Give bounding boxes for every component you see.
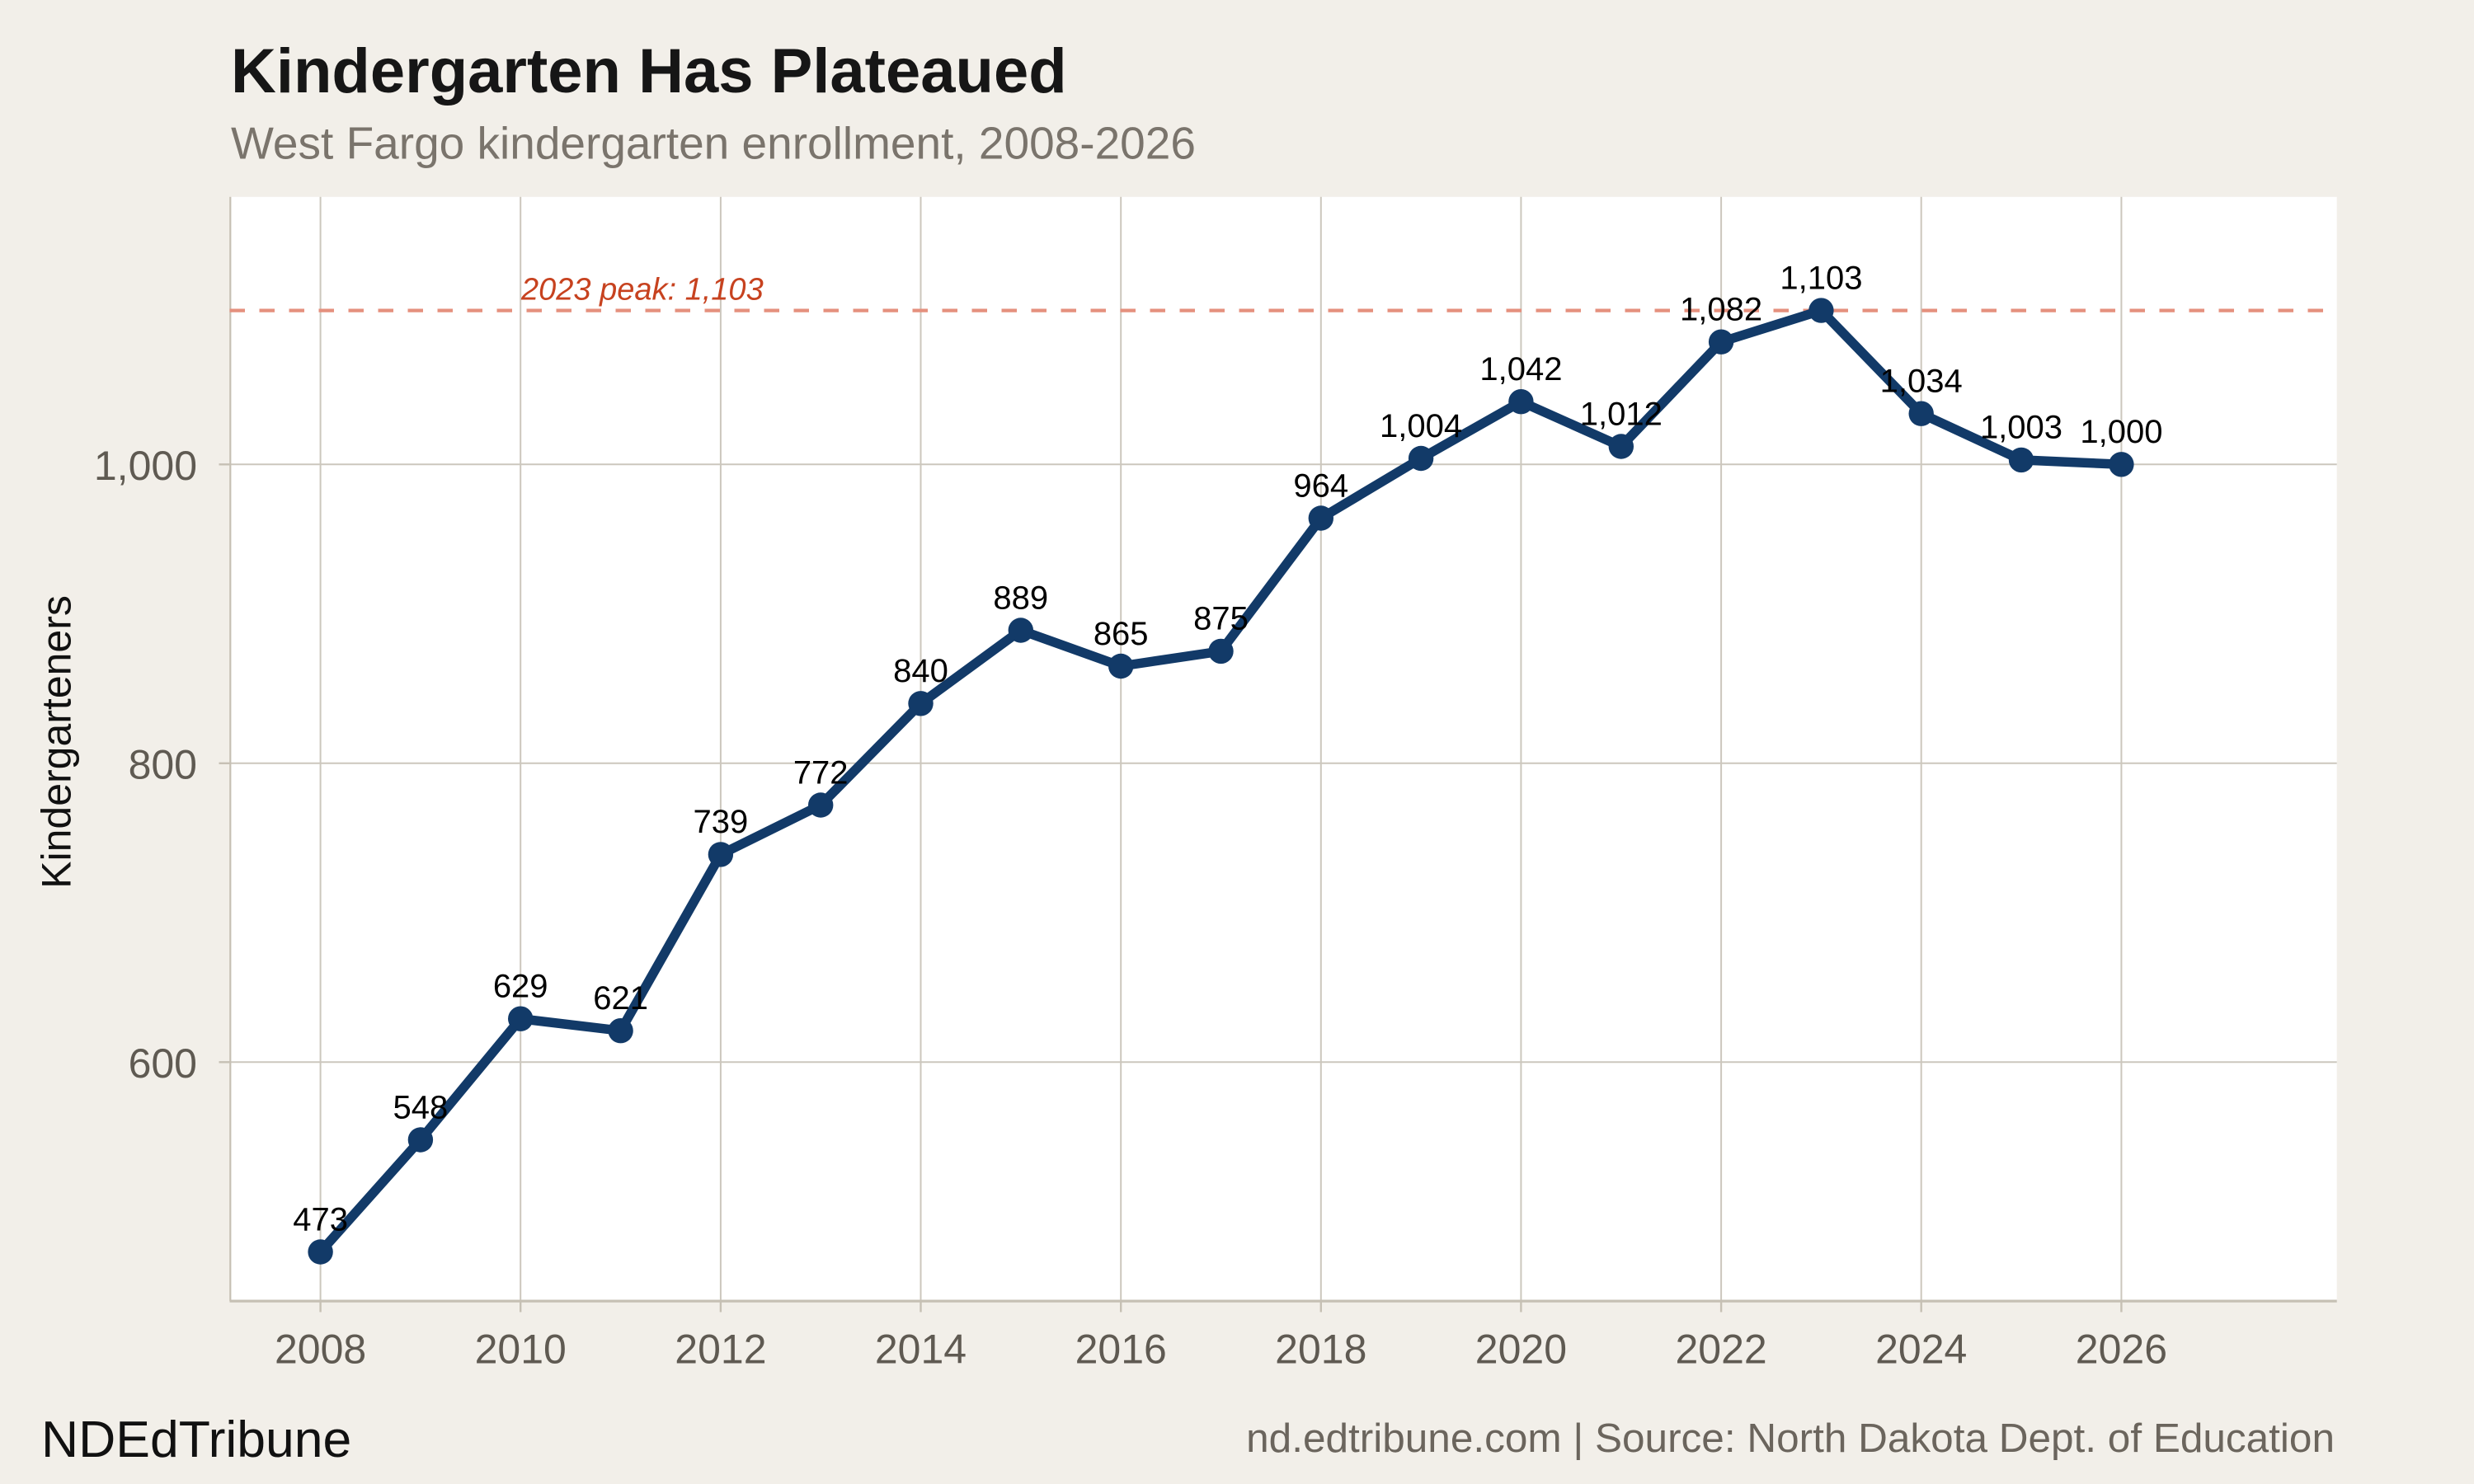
svg-text:1,103: 1,103 bbox=[1780, 260, 1862, 296]
svg-text:600: 600 bbox=[129, 1040, 197, 1087]
svg-text:865: 865 bbox=[1094, 616, 1149, 652]
svg-text:800: 800 bbox=[129, 741, 197, 787]
svg-text:1,004: 1,004 bbox=[1380, 408, 1462, 444]
svg-text:875: 875 bbox=[1193, 601, 1249, 637]
svg-text:1,042: 1,042 bbox=[1479, 351, 1562, 387]
svg-text:1,000: 1,000 bbox=[2080, 414, 2162, 450]
svg-text:2014: 2014 bbox=[875, 1327, 967, 1373]
svg-text:2024: 2024 bbox=[1875, 1327, 1967, 1373]
svg-text:889: 889 bbox=[993, 580, 1048, 616]
svg-text:1,003: 1,003 bbox=[1980, 410, 2062, 446]
svg-text:1,034: 1,034 bbox=[1880, 364, 1963, 400]
svg-text:1,000: 1,000 bbox=[94, 443, 197, 489]
svg-text:2008: 2008 bbox=[275, 1327, 366, 1373]
svg-text:629: 629 bbox=[493, 969, 548, 1005]
svg-text:2022: 2022 bbox=[1675, 1327, 1766, 1373]
svg-text:473: 473 bbox=[293, 1201, 348, 1237]
svg-text:772: 772 bbox=[793, 754, 849, 791]
svg-text:964: 964 bbox=[1293, 467, 1348, 504]
svg-text:2026: 2026 bbox=[2076, 1327, 2167, 1373]
svg-text:548: 548 bbox=[393, 1089, 449, 1125]
svg-text:2012: 2012 bbox=[675, 1327, 766, 1373]
svg-text:840: 840 bbox=[893, 653, 948, 689]
svg-text:1,012: 1,012 bbox=[1580, 396, 1663, 432]
svg-text:1,082: 1,082 bbox=[1680, 292, 1762, 328]
svg-text:739: 739 bbox=[694, 804, 749, 840]
svg-text:West Fargo kindergarten enroll: West Fargo kindergarten enrollment, 2008… bbox=[231, 118, 1196, 169]
svg-text:621: 621 bbox=[593, 980, 648, 1017]
svg-text:2018: 2018 bbox=[1275, 1327, 1366, 1373]
svg-text:2023 peak: 1,103: 2023 peak: 1,103 bbox=[520, 273, 764, 308]
svg-text:2010: 2010 bbox=[475, 1327, 567, 1373]
svg-text:nd.edtribune.com | Source: Nor: nd.edtribune.com | Source: North Dakota … bbox=[1246, 1416, 2335, 1461]
svg-text:NDEdTribune: NDEdTribune bbox=[41, 1411, 351, 1468]
svg-text:2020: 2020 bbox=[1475, 1327, 1567, 1373]
svg-text:2016: 2016 bbox=[1075, 1327, 1167, 1373]
svg-text:Kindergarteners: Kindergarteners bbox=[34, 595, 80, 889]
svg-text:Kindergarten Has Plateaued: Kindergarten Has Plateaued bbox=[231, 36, 1067, 106]
